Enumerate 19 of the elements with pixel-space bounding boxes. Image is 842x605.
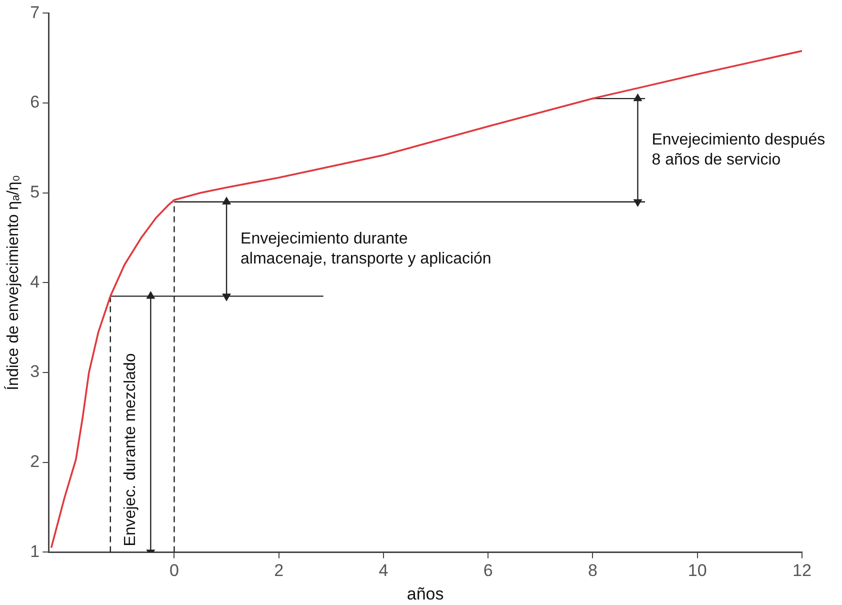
y-tick-label: 7 xyxy=(30,2,40,22)
y-tick-label: 4 xyxy=(30,272,40,292)
x-tick-label: 12 xyxy=(792,561,812,580)
x-axis-title: años xyxy=(406,584,444,604)
x-tick-label: 4 xyxy=(378,561,388,580)
x-tick-label: 8 xyxy=(588,561,598,580)
y-tick-label: 5 xyxy=(30,182,40,202)
y-axis-title: Índice de envejecimiento ηₐ/η₀ xyxy=(4,175,22,390)
x-tick-label: 0 xyxy=(169,561,179,580)
y-tick-label: 6 xyxy=(30,92,40,112)
y-tick-label: 2 xyxy=(30,452,40,472)
annotation: Envejecimiento durante almacenaje, transporte y aplicación xyxy=(240,230,492,268)
annotation: Envejecimiento después 8 años de servicio xyxy=(652,132,826,169)
x-tick-label: 10 xyxy=(688,561,707,580)
y-tick-label: 3 xyxy=(30,362,40,382)
x-tick-label: 6 xyxy=(483,561,493,580)
y-tick-label: 1 xyxy=(30,542,40,561)
x-tick-label: 2 xyxy=(274,561,284,580)
annotation: Envejec. durante mezclado xyxy=(122,353,140,546)
